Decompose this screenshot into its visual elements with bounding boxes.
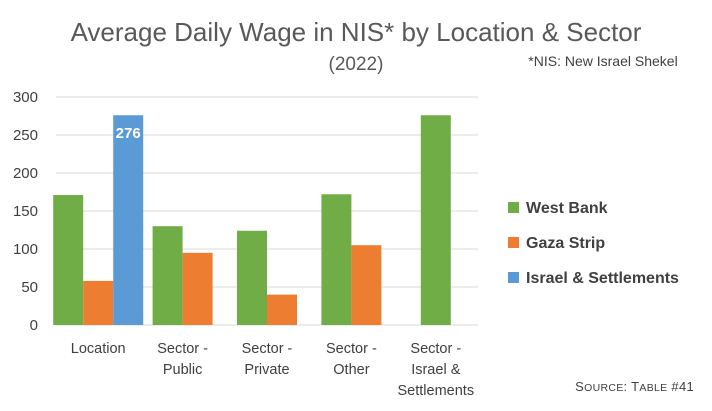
bar-israel-settlements <box>113 115 144 326</box>
currency-note: *NIS: New Israel Shekel <box>528 53 677 69</box>
legend-swatch <box>508 272 519 283</box>
y-tick-label: 150 <box>13 203 38 220</box>
source-note: SOURCE: TABLE #41 <box>575 379 694 394</box>
bar-west-bank <box>152 226 183 325</box>
legend-swatch <box>508 202 519 213</box>
chart-subtitle: (2022) <box>329 54 384 75</box>
bar-gaza-strip <box>83 280 114 325</box>
bar-gaza-strip <box>351 245 382 325</box>
y-tick-label: 250 <box>13 127 38 144</box>
y-tick-label: 300 <box>13 89 38 106</box>
bar-west-bank <box>420 115 451 326</box>
x-category-label: Sector -Private <box>242 341 293 378</box>
legend-item-label: Gaza Strip <box>526 235 605 252</box>
x-category-label: Sector -Other <box>326 341 377 378</box>
y-tick-label: 50 <box>21 279 38 296</box>
bar-west-bank <box>321 194 352 325</box>
chart-title: Average Daily Wage in NIS* by Location &… <box>71 17 642 47</box>
y-tick-label: 0 <box>30 317 38 334</box>
data-label: 276 <box>116 125 141 142</box>
y-tick-label: 200 <box>13 165 38 182</box>
x-category-label: Sector -Israel & Settlements <box>398 341 475 399</box>
legend-swatch <box>508 237 519 248</box>
bars <box>53 115 451 326</box>
x-axis-categories: Location Sector -Public Sector -Private Sec… <box>71 341 474 399</box>
source-text: SOURCE: TABLE #41 <box>575 379 694 394</box>
x-category-label: Location <box>71 341 126 357</box>
y-tick-label: 100 <box>13 241 38 258</box>
bar-gaza-strip <box>182 252 213 325</box>
bar-west-bank <box>53 195 84 325</box>
data-labels: 276 <box>116 125 141 142</box>
x-category-label: Sector -Public <box>157 341 208 378</box>
bar-west-bank <box>237 230 267 325</box>
y-axis-ticks: 0 50 100 150 200 250 300 <box>13 89 38 334</box>
legend-item-label: Israel & Settlements <box>526 270 679 287</box>
legend-item-label: West Bank <box>526 200 608 217</box>
bar-gaza-strip <box>267 294 297 325</box>
legend: West Bank Gaza Strip Israel & Settlements <box>508 200 679 287</box>
